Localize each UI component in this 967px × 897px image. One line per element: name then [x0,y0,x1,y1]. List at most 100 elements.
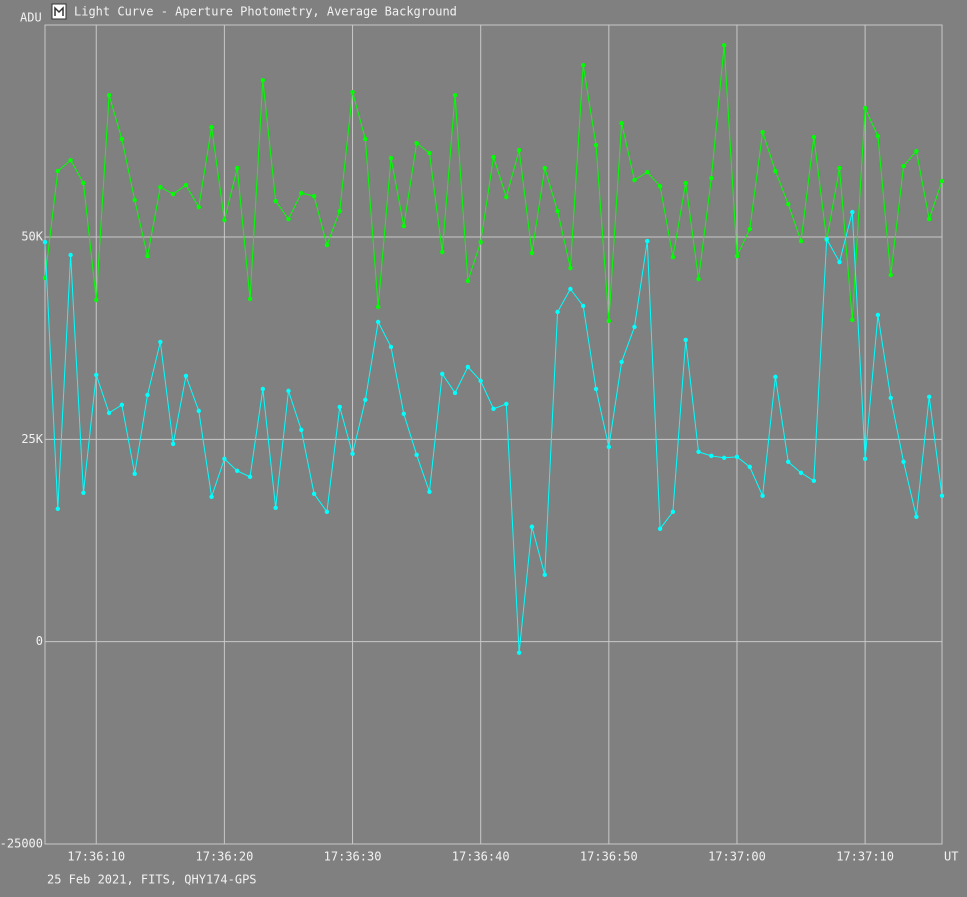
data-point [106,410,112,416]
data-point [862,105,868,111]
data-point [260,386,266,392]
data-point [504,194,509,200]
data-point [632,324,637,330]
y-tick-label: -25000 [0,837,43,851]
data-point [786,459,791,465]
data-point [747,464,752,470]
x-tick-label: 17:37:10 [836,850,894,864]
data-point [850,209,855,215]
data-point [786,201,791,207]
data-point [299,190,304,196]
data-point [709,453,714,459]
data-point [209,494,214,500]
data-point [337,208,342,214]
app-icon [51,3,67,20]
data-point [760,129,765,135]
data-point [375,319,381,325]
data-point [696,449,701,455]
y-tick-label: 0 [36,634,43,648]
chart-title: Light Curve - Aperture Photometry, Avera… [74,5,457,19]
data-point [670,509,676,514]
data-point [926,394,932,400]
data-point [286,216,291,222]
data-point [465,364,471,370]
data-point [414,140,419,146]
data-point [606,444,612,450]
data-point [721,43,727,48]
data-point [555,309,560,315]
data-point [798,470,804,476]
data-point [68,157,73,163]
data-point [734,253,740,259]
data-point [247,474,253,480]
data-point [529,524,535,529]
data-point [311,491,317,497]
data-point [478,378,483,384]
data-point [696,276,701,282]
data-point [260,77,266,83]
data-point [721,455,727,461]
data-point [568,265,573,271]
x-tick-label: 17:36:50 [580,850,638,864]
data-point [170,441,176,447]
data-point [145,253,150,259]
data-point [132,197,137,203]
data-point [811,134,817,140]
data-point [734,454,740,460]
data-point [235,468,240,474]
data-point [363,397,368,403]
data-point [42,275,48,281]
data-point [55,168,61,174]
data-point [81,180,86,186]
data-point [183,373,189,379]
data-point [324,242,330,248]
data-point [581,303,586,309]
data-point [862,456,868,462]
data-point [94,372,99,378]
data-point [811,478,817,483]
data-point [55,506,61,511]
data-point [542,165,547,171]
data-point [683,337,688,343]
data-point [529,250,535,256]
data-point [773,168,778,174]
data-point [760,493,765,499]
data-point [106,92,112,98]
data-point [311,193,317,199]
data-point [593,142,599,148]
data-point [273,505,278,511]
data-point [824,236,829,242]
data-point [555,208,560,214]
data-point [42,239,48,245]
data-point [363,136,368,142]
data-point [401,411,406,417]
data-point [132,471,137,477]
data-point [645,238,650,244]
data-point [158,339,163,345]
data-point [158,184,163,190]
data-point [606,318,612,324]
x-tick-label: 17:36:10 [67,850,125,864]
data-point [222,456,227,462]
data-point [440,249,445,255]
data-point [170,191,176,197]
x-tick-label: 17:36:40 [452,850,510,864]
data-point [414,452,419,458]
data-point [837,165,842,171]
data-point [504,401,509,407]
y-tick-label: 50K [21,230,43,244]
data-point [94,297,99,303]
data-point [888,272,893,278]
data-point [286,388,291,394]
data-point [388,155,394,161]
data-point [939,493,945,499]
data-point [619,120,624,126]
data-point [875,312,881,318]
data-point [440,371,445,377]
data-point [145,392,150,398]
data-point [196,204,201,210]
data-point [875,133,881,139]
data-point [542,572,547,577]
data-point [581,63,586,68]
